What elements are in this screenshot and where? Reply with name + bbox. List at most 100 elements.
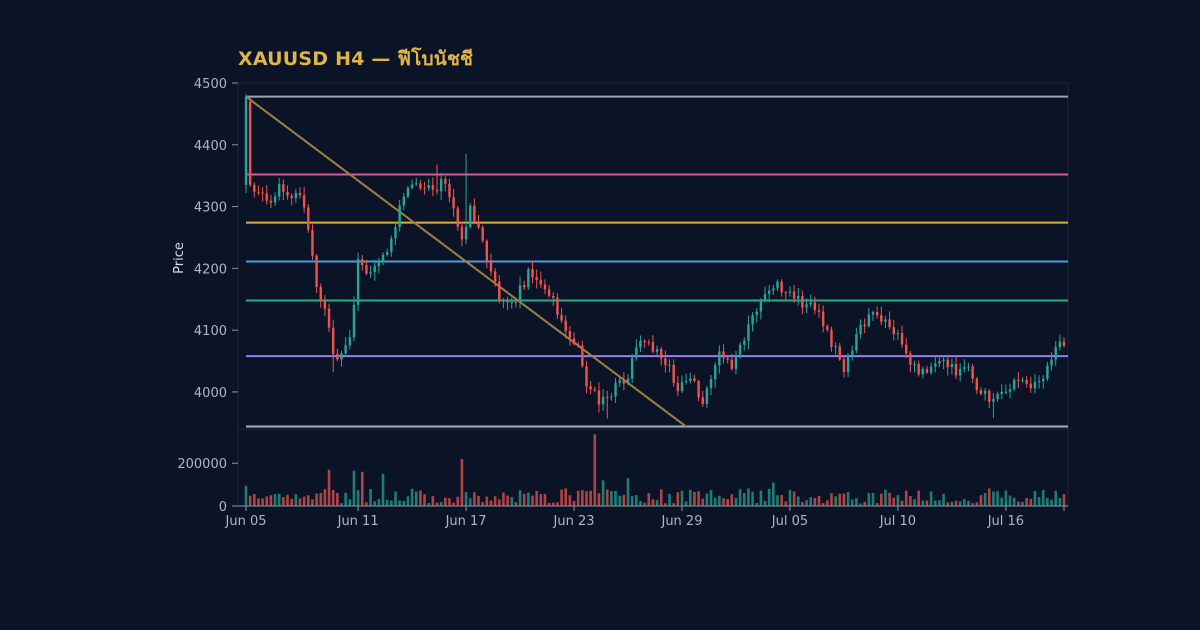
candle — [257, 185, 260, 196]
candle — [875, 306, 879, 319]
candle — [1062, 337, 1066, 348]
candle — [502, 298, 505, 309]
candle-body — [618, 380, 621, 383]
volume-bar — [444, 497, 447, 506]
volume-bar — [647, 493, 651, 506]
candle — [651, 335, 655, 354]
y-axis-title: Price — [172, 242, 187, 274]
volume-bar — [1012, 497, 1016, 506]
volume-bar — [830, 493, 833, 506]
volume-bar — [1029, 498, 1033, 506]
volume-bar — [610, 491, 613, 506]
candle-body — [244, 96, 248, 185]
volume-bar — [950, 501, 954, 506]
candle — [809, 294, 812, 307]
volume-bar — [331, 490, 335, 506]
volume-bar — [456, 496, 460, 506]
candle — [385, 248, 389, 257]
candle — [880, 306, 883, 326]
volume-bar — [581, 490, 584, 506]
candle-body — [647, 342, 650, 344]
volume-bar — [963, 499, 966, 506]
volume-bar — [344, 492, 347, 506]
candle — [327, 303, 331, 333]
candle-body — [797, 296, 800, 299]
volume-bar — [427, 503, 431, 506]
candle — [967, 363, 970, 372]
candle-body — [722, 351, 725, 359]
candle — [813, 296, 817, 315]
candle — [925, 365, 929, 374]
candle-body — [630, 357, 634, 379]
candle-body — [302, 195, 306, 208]
candle-body — [689, 378, 692, 381]
candle — [635, 339, 638, 361]
candle — [680, 375, 684, 394]
candle — [419, 179, 422, 191]
candle — [1033, 374, 1037, 394]
volume-bar — [801, 502, 804, 506]
volume-bar — [261, 498, 264, 506]
candle-body — [398, 205, 401, 228]
volume-bar — [369, 488, 372, 506]
volume-bar — [410, 488, 414, 506]
volume-bar — [1050, 499, 1053, 506]
candle-body — [888, 319, 891, 328]
volume-bar — [767, 488, 771, 506]
volume-bar — [826, 500, 829, 506]
candle-body — [892, 327, 895, 335]
candle-body — [361, 259, 364, 266]
volume-bar — [676, 492, 680, 506]
volume-bar — [510, 496, 514, 506]
candle-body — [323, 300, 327, 309]
candle-body — [419, 183, 422, 189]
candle-body — [1000, 391, 1003, 394]
candle — [481, 225, 484, 243]
candle — [722, 344, 725, 364]
candle-body — [535, 277, 538, 280]
candle — [269, 194, 273, 208]
x-tick-label: Jun 11 — [337, 514, 379, 529]
candle-body — [593, 389, 596, 391]
candle — [1042, 375, 1045, 389]
candle-body — [726, 358, 729, 360]
candle — [253, 182, 256, 198]
candle — [489, 253, 493, 276]
candle — [610, 392, 613, 401]
volume-bar — [933, 500, 937, 506]
volume-bar — [452, 502, 455, 506]
candle — [784, 290, 787, 301]
candle-body — [606, 396, 609, 398]
volume-bar — [780, 494, 783, 506]
candle-body — [410, 184, 414, 189]
volume-bar — [377, 499, 381, 506]
candle-body — [1008, 389, 1012, 392]
volume-bar — [871, 492, 875, 506]
candle-body — [265, 193, 268, 201]
candle-body — [369, 272, 372, 274]
candle — [527, 267, 530, 291]
volume-bar — [813, 497, 817, 506]
x-tick-label: Jun 17 — [445, 514, 487, 529]
candle-body — [946, 359, 949, 368]
volume-bar — [402, 500, 406, 506]
candle-body — [1054, 347, 1057, 360]
candle-body — [506, 301, 509, 303]
candle — [1008, 383, 1012, 399]
candle — [647, 339, 650, 346]
candle-body — [763, 293, 767, 301]
candle — [506, 296, 509, 310]
x-tick-label: Jun 05 — [225, 514, 267, 529]
volume-bar — [979, 495, 983, 506]
volume-bar — [680, 490, 684, 506]
candle — [278, 177, 281, 201]
volume-bar — [809, 497, 813, 506]
candle — [992, 392, 995, 418]
candle — [871, 310, 875, 321]
candle — [834, 342, 837, 355]
volume-bar — [448, 498, 451, 506]
volume-bar — [784, 501, 788, 506]
candle — [743, 337, 746, 351]
candle — [390, 235, 393, 257]
candle-body — [996, 393, 999, 399]
